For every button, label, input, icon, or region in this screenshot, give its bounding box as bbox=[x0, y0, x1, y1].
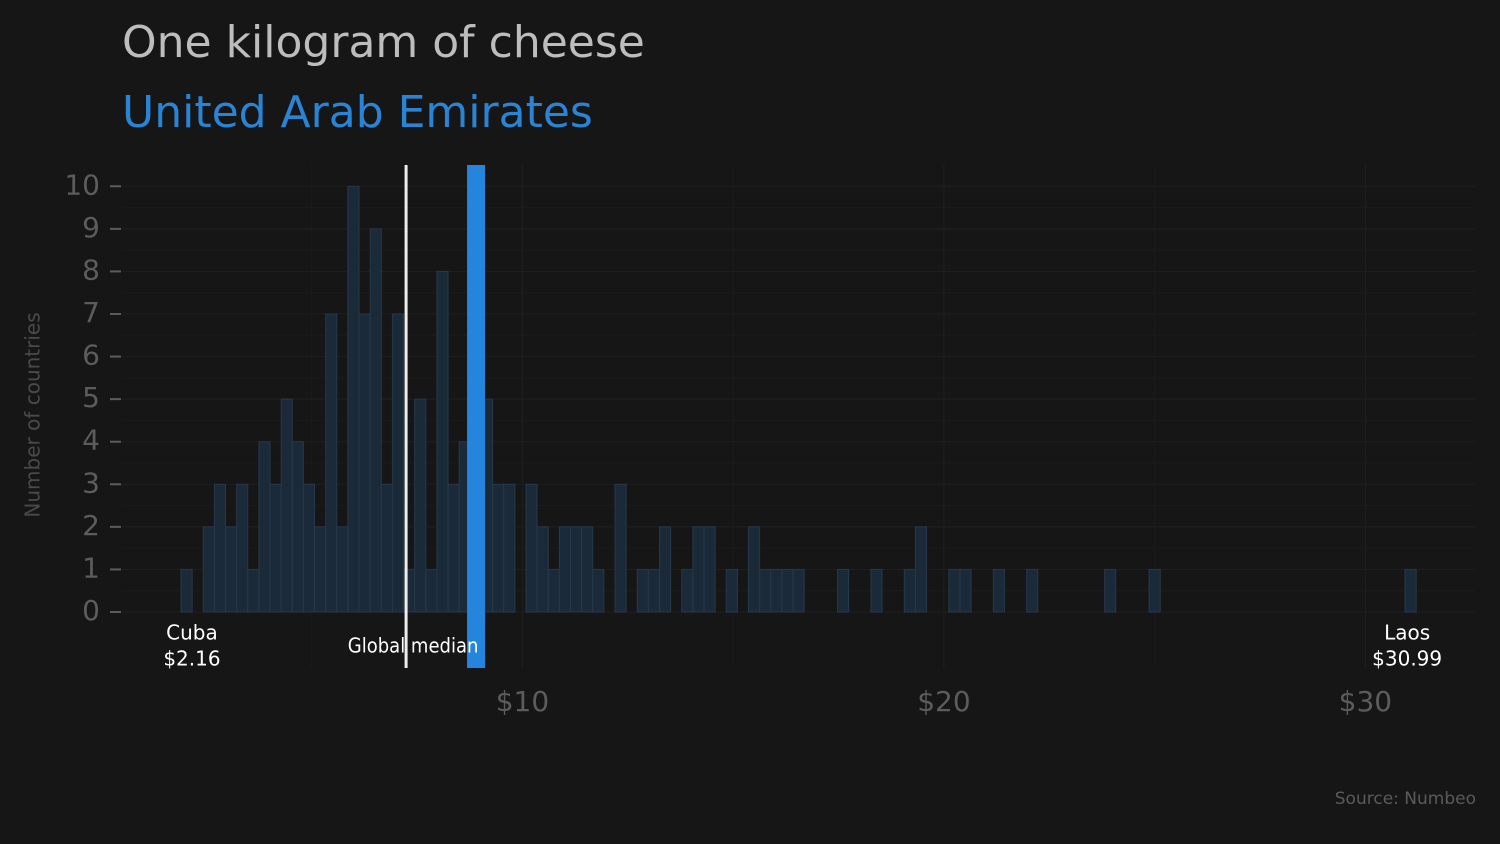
bar bbox=[180, 568, 193, 613]
bar bbox=[581, 526, 594, 613]
bar bbox=[447, 483, 460, 613]
bar bbox=[369, 228, 382, 613]
bar bbox=[436, 270, 449, 613]
x-tick-label: $10 bbox=[496, 685, 549, 718]
bar bbox=[380, 483, 393, 613]
y-tick-label: 0 bbox=[82, 594, 100, 627]
bar bbox=[914, 526, 928, 613]
bar bbox=[636, 568, 649, 613]
bar bbox=[358, 313, 371, 613]
bar bbox=[1026, 568, 1039, 613]
bar bbox=[391, 313, 405, 613]
bar bbox=[536, 526, 549, 613]
y-tick-label: 7 bbox=[82, 296, 100, 329]
bar bbox=[992, 568, 1005, 613]
bar bbox=[770, 568, 783, 613]
extreme-name: Laos bbox=[1384, 621, 1430, 645]
y-tick-label: 5 bbox=[82, 381, 100, 414]
source: Source: Numbeo bbox=[1335, 789, 1476, 809]
bar bbox=[236, 483, 249, 613]
bar bbox=[837, 568, 850, 613]
y-tick-label: 6 bbox=[82, 339, 100, 372]
bar bbox=[703, 526, 716, 613]
y-tick-label: 8 bbox=[82, 253, 100, 286]
extreme-value: $2.16 bbox=[163, 647, 220, 671]
bar bbox=[647, 568, 660, 613]
bar bbox=[525, 483, 538, 613]
bar bbox=[202, 526, 215, 613]
bar bbox=[614, 483, 627, 613]
y-tick-label: 1 bbox=[82, 551, 100, 584]
bar bbox=[347, 185, 360, 613]
bar bbox=[414, 398, 427, 613]
median-label: Global median bbox=[348, 634, 479, 658]
bar bbox=[247, 568, 260, 613]
extreme-name: Cuba bbox=[166, 621, 218, 645]
extreme-value: $30.99 bbox=[1372, 647, 1442, 671]
bar bbox=[492, 483, 505, 613]
bar bbox=[1404, 568, 1417, 613]
bar bbox=[336, 526, 349, 613]
bar bbox=[280, 398, 293, 613]
x-tick-label: $20 bbox=[917, 685, 970, 718]
bar bbox=[748, 526, 761, 613]
bar bbox=[269, 483, 282, 613]
bar bbox=[792, 568, 805, 613]
y-axis-label: Number of countries bbox=[21, 312, 45, 517]
bar bbox=[503, 483, 516, 613]
y-tick-label: 10 bbox=[64, 168, 100, 201]
bar bbox=[948, 568, 961, 613]
bar bbox=[658, 526, 672, 613]
bar bbox=[592, 568, 605, 613]
chart-title: One kilogram of cheese bbox=[122, 17, 645, 68]
bar bbox=[302, 483, 316, 613]
bar bbox=[681, 568, 694, 613]
chart-subtitle: United Arab Emirates bbox=[122, 87, 593, 138]
bar bbox=[903, 568, 916, 613]
bar bbox=[547, 568, 560, 613]
bar bbox=[692, 526, 705, 613]
bar bbox=[781, 568, 794, 613]
bar bbox=[558, 526, 571, 613]
bar bbox=[1104, 568, 1117, 613]
y-tick-label: 2 bbox=[82, 509, 100, 542]
bar bbox=[325, 313, 338, 613]
y-tick-label: 4 bbox=[82, 424, 100, 457]
bar bbox=[759, 568, 772, 613]
highlight-band bbox=[467, 165, 486, 668]
bar bbox=[569, 526, 583, 613]
bar bbox=[258, 441, 271, 613]
bar bbox=[1148, 568, 1161, 613]
bar bbox=[225, 526, 238, 613]
bar bbox=[314, 526, 327, 613]
y-tick-label: 9 bbox=[82, 211, 100, 244]
x-tick-label: $30 bbox=[1339, 685, 1392, 718]
bar bbox=[291, 441, 304, 613]
bar bbox=[959, 568, 972, 613]
bar bbox=[870, 568, 883, 613]
y-tick-label: 3 bbox=[82, 466, 100, 499]
bar bbox=[725, 568, 738, 613]
bar bbox=[213, 483, 227, 613]
bar bbox=[425, 568, 438, 613]
